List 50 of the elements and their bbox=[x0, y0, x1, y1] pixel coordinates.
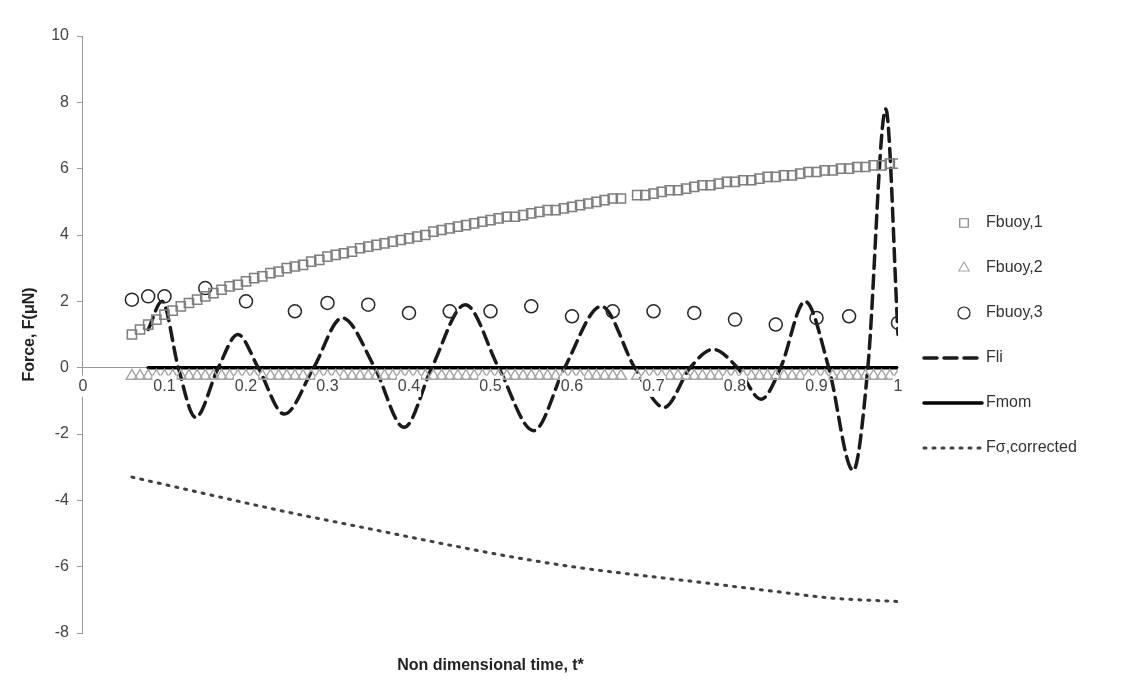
y-tick-label: -2 bbox=[54, 424, 70, 442]
y-tick-label: 8 bbox=[60, 92, 70, 110]
point bbox=[605, 304, 620, 319]
point bbox=[401, 305, 417, 321]
point bbox=[442, 304, 457, 319]
point bbox=[524, 299, 539, 314]
legend-label: Fσ,corrected bbox=[986, 438, 1077, 456]
point bbox=[768, 317, 783, 332]
legend-label: Fbuoy,2 bbox=[986, 258, 1043, 276]
point bbox=[809, 310, 824, 326]
x-tick-label: 0.9 bbox=[805, 376, 828, 394]
y-tick-label: -8 bbox=[54, 623, 70, 641]
legend-label: Fbuoy,3 bbox=[986, 303, 1043, 321]
legend-label: Fli bbox=[986, 348, 1003, 366]
x-tick-label: 0 bbox=[78, 376, 88, 394]
legend-label: Fmom bbox=[986, 393, 1032, 411]
point bbox=[287, 304, 303, 319]
x-tick-label: 0.1 bbox=[153, 376, 176, 394]
y-tick-label: 6 bbox=[60, 159, 70, 177]
point bbox=[361, 297, 376, 312]
x-tick-label: 0.3 bbox=[316, 376, 339, 394]
point bbox=[320, 295, 335, 311]
point bbox=[157, 289, 172, 304]
y-axis-title: Force, F(μN) bbox=[20, 287, 38, 382]
legend-label: Fbuoy,1 bbox=[986, 213, 1043, 231]
y-tick-label: 2 bbox=[60, 291, 70, 309]
point bbox=[564, 309, 580, 324]
y-tick-label: 4 bbox=[60, 225, 70, 243]
y-tick-label: 10 bbox=[51, 26, 70, 44]
x-tick-label: 1 bbox=[893, 376, 903, 394]
point bbox=[727, 312, 743, 327]
x-tick-label: 0.4 bbox=[397, 376, 421, 394]
x-tick-label: 0.5 bbox=[479, 376, 502, 394]
y-tick-label: 0 bbox=[60, 358, 70, 376]
line-series bbox=[130, 475, 898, 603]
x-tick-label: 0.6 bbox=[560, 376, 584, 394]
y-tick-label: -4 bbox=[54, 490, 70, 508]
point bbox=[841, 309, 857, 324]
point bbox=[238, 294, 254, 309]
point bbox=[483, 304, 498, 319]
x-tick-label: 0.7 bbox=[642, 376, 665, 394]
point bbox=[124, 292, 140, 307]
point bbox=[140, 289, 156, 304]
x-tick-label: 0.2 bbox=[234, 376, 258, 394]
point bbox=[646, 304, 661, 319]
y-tick-label: -6 bbox=[54, 557, 70, 575]
point bbox=[687, 305, 702, 321]
x-tick-label: 0.8 bbox=[723, 376, 747, 394]
x-axis-title: Non dimensional time, t* bbox=[397, 656, 585, 674]
point bbox=[198, 280, 213, 296]
